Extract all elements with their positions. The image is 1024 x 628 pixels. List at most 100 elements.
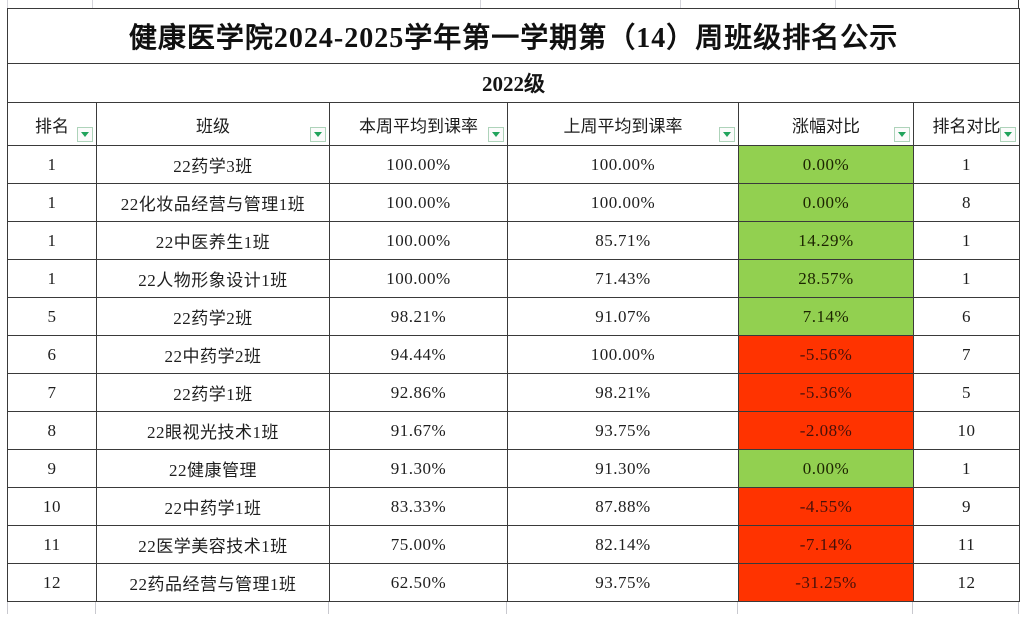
last-week-rate-cell[interactable]: 93.75% — [507, 563, 739, 602]
rank-cell[interactable]: 7 — [7, 373, 97, 412]
rank-compare-cell[interactable]: 12 — [912, 563, 1021, 602]
rank-cell[interactable]: 1 — [7, 183, 97, 222]
change-cell[interactable]: -5.56% — [738, 335, 914, 374]
class-cell[interactable]: 22药品经营与管理1班 — [96, 563, 330, 602]
column-header-class[interactable]: 班级 — [96, 102, 330, 146]
column-header-label: 本周平均到课率 — [359, 116, 478, 136]
chevron-down-icon — [1004, 132, 1013, 137]
this-week-rate-cell[interactable]: 100.00% — [329, 259, 508, 298]
change-cell[interactable]: -2.08% — [738, 411, 914, 450]
last-week-rate-cell[interactable]: 93.75% — [507, 411, 739, 450]
change-cell[interactable]: -7.14% — [738, 525, 914, 564]
this-week-rate-cell[interactable]: 100.00% — [329, 145, 508, 184]
table-row: 7 22药学1班 92.86% 98.21% -5.36% 5 — [7, 373, 1021, 412]
filter-dropdown-icon[interactable] — [310, 127, 326, 142]
last-week-rate-cell[interactable]: 71.43% — [507, 259, 739, 298]
this-week-rate-cell[interactable]: 83.33% — [329, 487, 508, 526]
this-week-rate-cell[interactable]: 91.30% — [329, 449, 508, 488]
change-cell[interactable]: -31.25% — [738, 563, 914, 602]
rank-cell[interactable]: 1 — [7, 259, 97, 298]
rank-cell[interactable]: 6 — [7, 335, 97, 374]
rank-cell[interactable]: 11 — [7, 525, 97, 564]
last-week-rate-cell[interactable]: 87.88% — [507, 487, 739, 526]
table-row: 11 22医学美容技术1班 75.00% 82.14% -7.14% 11 — [7, 525, 1021, 564]
filter-dropdown-icon[interactable] — [488, 127, 504, 142]
class-cell[interactable]: 22健康管理 — [96, 449, 330, 488]
class-cell[interactable]: 22药学2班 — [96, 297, 330, 336]
last-week-rate-cell[interactable]: 91.30% — [507, 449, 739, 488]
class-cell[interactable]: 22化妆品经营与管理1班 — [96, 183, 330, 222]
gridline — [7, 602, 8, 614]
column-header-label: 排名对比 — [932, 116, 1001, 136]
gridline — [7, 0, 8, 8]
this-week-rate-cell[interactable]: 100.00% — [329, 183, 508, 222]
rank-compare-cell[interactable]: 9 — [912, 487, 1021, 526]
rank-compare-cell[interactable]: 6 — [912, 297, 1021, 336]
rank-cell[interactable]: 1 — [7, 221, 97, 260]
gridline — [1018, 0, 1019, 8]
gridline — [506, 602, 507, 614]
rank-compare-cell[interactable]: 7 — [912, 335, 1021, 374]
filter-dropdown-icon[interactable] — [1000, 127, 1017, 142]
table-row: 1 22药学3班 100.00% 100.00% 0.00% 1 — [7, 145, 1021, 184]
column-header-last-week-rate[interactable]: 上周平均到课率 — [507, 102, 739, 146]
rank-cell[interactable]: 9 — [7, 449, 97, 488]
last-week-rate-cell[interactable]: 98.21% — [507, 373, 739, 412]
change-cell[interactable]: 7.14% — [738, 297, 914, 336]
this-week-rate-cell[interactable]: 92.86% — [329, 373, 508, 412]
change-cell[interactable]: 0.00% — [738, 449, 914, 488]
change-cell[interactable]: -4.55% — [738, 487, 914, 526]
column-header-rank[interactable]: 排名 — [7, 102, 97, 146]
rank-compare-cell[interactable]: 11 — [912, 525, 1021, 564]
sheet-title: 健康医学院2024-2025学年第一学期第（14）周班级排名公示 — [6, 8, 1021, 64]
last-week-rate-cell[interactable]: 91.07% — [507, 297, 739, 336]
rank-cell[interactable]: 10 — [7, 487, 97, 526]
change-cell[interactable]: -5.36% — [738, 373, 914, 412]
gridline — [328, 602, 329, 614]
rank-cell[interactable]: 8 — [7, 411, 97, 450]
rank-compare-cell[interactable]: 1 — [912, 145, 1021, 184]
last-week-rate-cell[interactable]: 100.00% — [507, 335, 739, 374]
class-cell[interactable]: 22眼视光技术1班 — [96, 411, 330, 450]
rank-cell[interactable]: 5 — [7, 297, 97, 336]
class-cell[interactable]: 22药学1班 — [96, 373, 330, 412]
rank-cell[interactable]: 12 — [7, 563, 97, 602]
class-cell[interactable]: 22中药学1班 — [96, 487, 330, 526]
gridline — [92, 0, 93, 8]
class-cell[interactable]: 22中药学2班 — [96, 335, 330, 374]
class-cell[interactable]: 22药学3班 — [96, 145, 330, 184]
class-cell[interactable]: 22人物形象设计1班 — [96, 259, 330, 298]
this-week-rate-cell[interactable]: 62.50% — [329, 563, 508, 602]
last-week-rate-cell[interactable]: 100.00% — [507, 145, 739, 184]
filter-dropdown-icon[interactable] — [77, 127, 93, 142]
last-week-rate-cell[interactable]: 82.14% — [507, 525, 739, 564]
change-cell[interactable]: 28.57% — [738, 259, 914, 298]
this-week-rate-cell[interactable]: 98.21% — [329, 297, 508, 336]
filter-dropdown-icon[interactable] — [719, 127, 735, 142]
rank-compare-cell[interactable]: 8 — [912, 183, 1021, 222]
this-week-rate-cell[interactable]: 75.00% — [329, 525, 508, 564]
chevron-down-icon — [723, 132, 731, 137]
change-cell[interactable]: 0.00% — [738, 145, 914, 184]
class-cell[interactable]: 22中医养生1班 — [96, 221, 330, 260]
filter-dropdown-icon[interactable] — [894, 127, 910, 142]
change-cell[interactable]: 0.00% — [738, 183, 914, 222]
this-week-rate-cell[interactable]: 100.00% — [329, 221, 508, 260]
last-week-rate-cell[interactable]: 100.00% — [507, 183, 739, 222]
rank-compare-cell[interactable]: 5 — [912, 373, 1021, 412]
column-header-change[interactable]: 涨幅对比 — [738, 102, 914, 146]
this-week-rate-cell[interactable]: 94.44% — [329, 335, 508, 374]
this-week-rate-cell[interactable]: 91.67% — [329, 411, 508, 450]
rank-compare-cell[interactable]: 1 — [912, 221, 1021, 260]
column-header-this-week-rate[interactable]: 本周平均到课率 — [329, 102, 508, 146]
rank-compare-cell[interactable]: 1 — [912, 449, 1021, 488]
header-row: 排名 班级 本周平均到课率 上周平均到课率 涨幅对比 排名对比 — [7, 102, 1021, 146]
rank-compare-cell[interactable]: 10 — [912, 411, 1021, 450]
table-row: 10 22中药学1班 83.33% 87.88% -4.55% 9 — [7, 487, 1021, 526]
last-week-rate-cell[interactable]: 85.71% — [507, 221, 739, 260]
rank-compare-cell[interactable]: 1 — [912, 259, 1021, 298]
change-cell[interactable]: 14.29% — [738, 221, 914, 260]
class-cell[interactable]: 22医学美容技术1班 — [96, 525, 330, 564]
rank-cell[interactable]: 1 — [7, 145, 97, 184]
column-header-rank-compare[interactable]: 排名对比 — [912, 102, 1021, 146]
